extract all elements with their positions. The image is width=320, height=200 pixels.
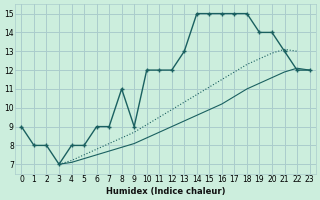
X-axis label: Humidex (Indice chaleur): Humidex (Indice chaleur) [106, 187, 225, 196]
